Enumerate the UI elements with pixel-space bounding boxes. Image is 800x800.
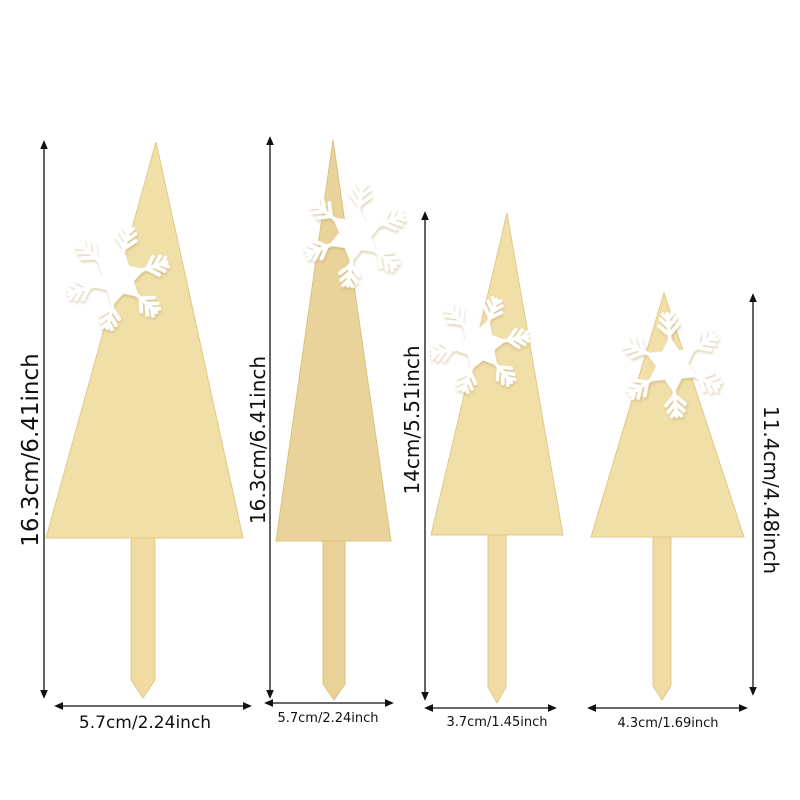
tree-stick [652, 536, 672, 701]
height-label-3: 14cm/5.51inch [400, 345, 424, 494]
tree-topper-4 [590, 291, 745, 701]
height-label-4: 11.4cm/4.48inch [759, 406, 783, 574]
tree-stick [487, 534, 507, 705]
width-label-2: 5.7cm/2.24inch [277, 711, 378, 726]
tree-topper-3 [420, 212, 564, 705]
width-label-3: 3.7cm/1.45inch [446, 715, 547, 730]
tree-topper-1 [45, 141, 244, 699]
tree-topper-2 [275, 139, 411, 701]
dimension-lines [40, 136, 757, 712]
height-label-2: 16.3cm/6.41inch [246, 356, 270, 524]
width-label-4: 4.3cm/1.69inch [617, 716, 718, 731]
tree-stick [130, 537, 156, 699]
tree-body [45, 141, 244, 539]
height-label-1: 16.3cm/6.41inch [18, 353, 44, 546]
tree-stick [322, 540, 346, 701]
tree-body [275, 139, 392, 542]
width-label-1: 5.7cm/2.24inch [79, 713, 211, 733]
